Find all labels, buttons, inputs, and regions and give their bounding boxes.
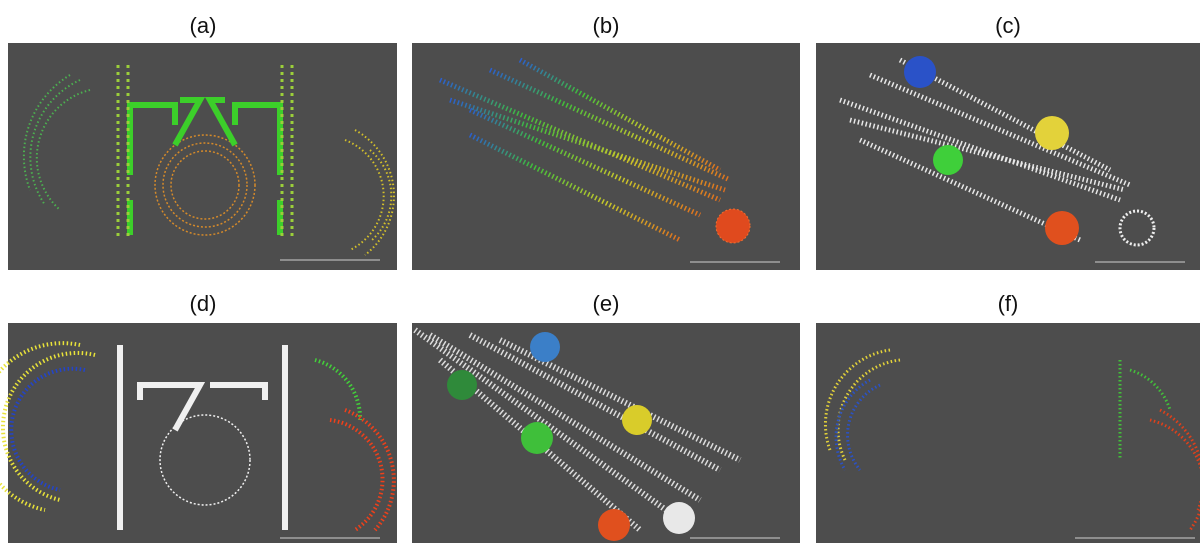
panel-f — [816, 323, 1200, 543]
panel-e — [412, 323, 800, 543]
figure: (a) (b) (c) (d) (e) (f) — [0, 0, 1200, 543]
panel-b — [412, 43, 800, 270]
panel-a — [8, 43, 397, 270]
panel-label: (c) — [995, 13, 1021, 38]
panel-d — [0, 323, 397, 543]
panel-label: (b) — [593, 13, 620, 38]
panel-label: (d) — [190, 291, 217, 316]
panel-label: (f) — [998, 291, 1019, 316]
page: {"panels": [{"label": "(a)"}, {"label": … — [0, 0, 1200, 543]
panel-label: (a) — [190, 13, 217, 38]
panel-c — [816, 43, 1200, 270]
panel-label: (e) — [593, 291, 620, 316]
